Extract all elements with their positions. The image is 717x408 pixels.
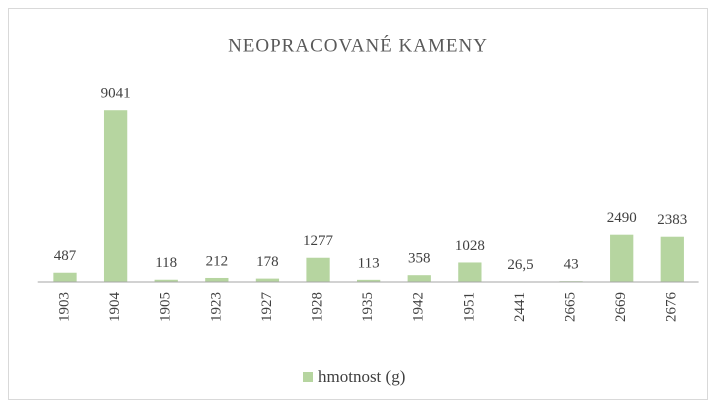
x-tick-label: 2669 xyxy=(613,292,629,322)
x-tick-label: 2441 xyxy=(512,292,528,322)
bar xyxy=(660,236,684,282)
x-tick-label: 1942 xyxy=(411,292,427,322)
legend-swatch xyxy=(303,372,313,382)
x-tick-label: 2676 xyxy=(664,292,680,323)
data-label: 1277 xyxy=(303,233,334,249)
x-tick-label: 2665 xyxy=(563,292,579,322)
data-label: 2490 xyxy=(607,210,637,226)
data-label: 2383 xyxy=(657,212,687,228)
bar xyxy=(103,110,128,282)
data-label: 26,5 xyxy=(507,257,533,273)
bar xyxy=(154,279,178,282)
legend-label: hmotnost (g) xyxy=(318,367,405,386)
bar xyxy=(407,275,431,282)
x-tick-label: 1905 xyxy=(158,292,174,322)
x-tick-label: 1904 xyxy=(107,292,123,323)
data-label: 212 xyxy=(206,253,229,269)
data-label: 358 xyxy=(408,251,431,267)
data-label: 118 xyxy=(155,255,177,271)
data-label: 9041 xyxy=(101,86,131,102)
bar xyxy=(53,272,77,282)
data-label: 487 xyxy=(54,248,77,264)
bar xyxy=(306,257,330,282)
bar xyxy=(610,234,634,282)
x-tick-label: 1935 xyxy=(360,292,376,322)
data-label: 113 xyxy=(358,255,380,271)
data-label: 178 xyxy=(256,254,279,270)
x-tick-label: 1903 xyxy=(56,292,72,322)
bar xyxy=(458,262,482,282)
bar xyxy=(255,278,280,282)
chart-title: NEOPRACOVANÉ KAMENY xyxy=(228,34,488,56)
x-tick-label: 1928 xyxy=(309,292,325,322)
x-tick-label: 1923 xyxy=(208,292,224,322)
data-label: 1028 xyxy=(455,238,485,254)
bar xyxy=(357,279,381,282)
x-tick-label: 1927 xyxy=(259,292,275,323)
data-label: 43 xyxy=(564,257,579,273)
bar xyxy=(205,277,229,282)
x-tick-label: 1951 xyxy=(461,292,477,322)
